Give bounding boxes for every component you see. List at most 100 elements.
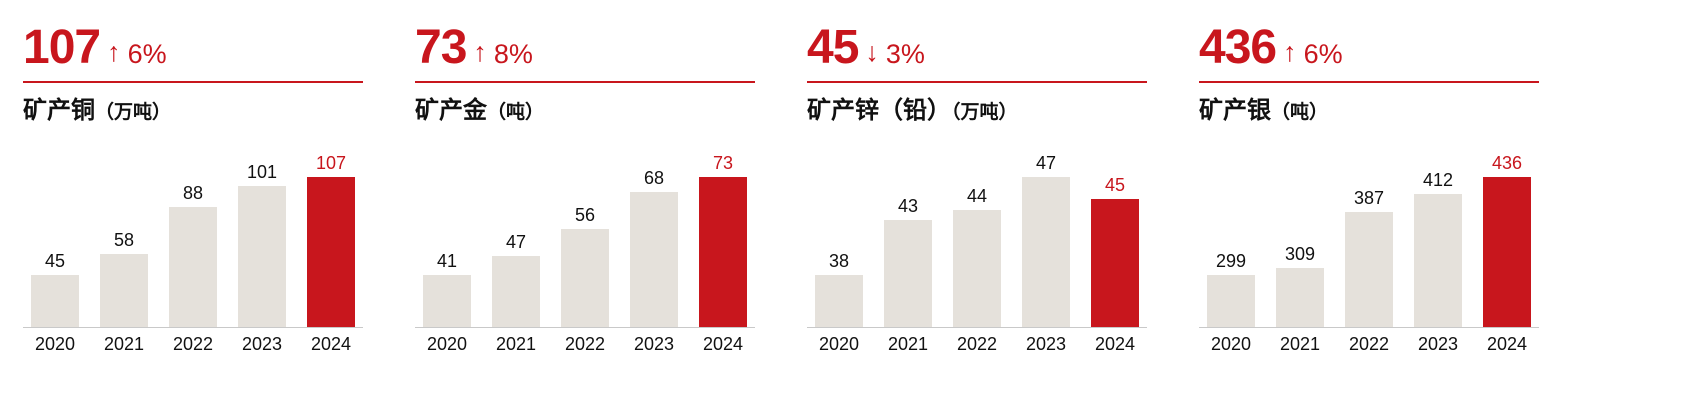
bar-value-label: 101 (246, 162, 278, 183)
bar-value-label: 44 (966, 185, 988, 206)
bar-item: 412 (1414, 171, 1462, 327)
bar (492, 256, 540, 327)
year-label: 2021 (1279, 333, 1321, 354)
year-label: 2021 (887, 333, 929, 354)
bar (1022, 176, 1070, 327)
bar-item: 309 (1276, 245, 1324, 327)
year-label: 2020 (34, 333, 76, 354)
year-label: 2024 (310, 333, 352, 354)
panel-title: 矿产金（吨） (415, 97, 755, 126)
divider-rule (23, 81, 363, 83)
bar (815, 274, 863, 327)
headline-value: 73 (415, 21, 467, 74)
headline-change: 3% (885, 39, 925, 69)
headline-change: 6% (1303, 39, 1343, 69)
bar-item: 436 (1483, 154, 1531, 327)
bar (884, 220, 932, 327)
year-label: 2022 (172, 333, 214, 354)
panel-mined-copper: 107 ↑ 6% 矿产铜（万吨） 45 58 88 101 107 2020 2021 20… (23, 24, 363, 353)
bars-row: 41 47 56 68 73 (415, 148, 755, 328)
year-label: 2021 (495, 333, 537, 354)
bar (169, 206, 217, 327)
bar (1091, 198, 1139, 327)
years-row: 2020 2021 2022 2023 2024 (415, 335, 755, 353)
bar-value-label: 107 (315, 152, 347, 173)
bar (238, 186, 286, 327)
panel-title-text: 矿产锌（铅） (807, 97, 951, 124)
bar-item: 101 (238, 163, 286, 327)
headline: 45 ↓ 3% (807, 24, 1147, 72)
bar-item: 38 (815, 252, 863, 327)
year-label: 2024 (1486, 333, 1528, 354)
bar-value-label: 43 (897, 196, 919, 217)
panel-mined-silver: 436 ↑ 6% 矿产银（吨） 299 309 387 412 436 2020 2021… (1199, 24, 1539, 353)
panel-mined-zinc-lead: 45 ↓ 3% 矿产锌（铅）（万吨） 38 43 44 47 45 2020 2021 20… (807, 24, 1147, 353)
bar-value-label: 38 (828, 250, 850, 271)
years-row: 2020 2021 2022 2023 2024 (807, 335, 1147, 353)
kpi-panels: 107 ↑ 6% 矿产铜（万吨） 45 58 88 101 107 2020 2021 20… (23, 24, 1539, 353)
bar (699, 176, 747, 327)
bar-chart-copper: 45 58 88 101 107 2020 2021 2022 2023 2024 (23, 148, 363, 353)
panel-mined-gold: 73 ↑ 8% 矿产金（吨） 41 47 56 68 73 2020 2021 2022 20… (415, 24, 755, 353)
bar-item: 47 (492, 232, 540, 327)
bar (953, 209, 1001, 327)
bar-item: 45 (1091, 176, 1139, 327)
bar-item: 56 (561, 206, 609, 327)
bar-chart-silver: 299 309 387 412 436 2020 2021 2022 2023 2024 (1199, 148, 1539, 353)
divider-rule (807, 81, 1147, 83)
bar-value-label: 45 (44, 250, 66, 271)
bar-value-label: 45 (1104, 174, 1126, 195)
bar (423, 274, 471, 327)
bar-item: 41 (423, 252, 471, 327)
arrow-up-icon: ↑ (107, 37, 121, 67)
bar-item: 73 (699, 154, 747, 327)
years-row: 2020 2021 2022 2023 2024 (1199, 335, 1539, 353)
panel-title-unit: （吨） (487, 102, 545, 123)
headline: 436 ↑ 6% (1199, 24, 1539, 72)
bar-item: 88 (169, 184, 217, 327)
bar-item: 68 (630, 169, 678, 327)
bar-chart-zinc-lead: 38 43 44 47 45 2020 2021 2022 2023 2024 (807, 148, 1147, 353)
bar-value-label: 56 (574, 204, 596, 225)
bar-value-label: 412 (1422, 170, 1454, 190)
year-label: 2024 (702, 333, 744, 354)
year-label: 2020 (426, 333, 468, 354)
headline: 107 ↑ 6% (23, 24, 363, 72)
bar-value-label: 299 (1215, 250, 1247, 271)
headline-value: 45 (807, 21, 859, 74)
bar-value-label: 309 (1284, 243, 1316, 264)
years-row: 2020 2021 2022 2023 2024 (23, 335, 363, 353)
panel-title-text: 矿产金 (415, 97, 487, 124)
year-label: 2020 (1210, 333, 1252, 354)
bar (561, 228, 609, 327)
bar-value-label: 47 (1035, 152, 1057, 173)
bars-row: 299 309 387 412 436 (1199, 148, 1539, 328)
arrow-down-icon: ↓ (865, 37, 879, 67)
bar-value-label: 58 (113, 230, 135, 251)
bar (630, 192, 678, 327)
panel-title: 矿产铜（万吨） (23, 97, 363, 126)
bars-row: 38 43 44 47 45 (807, 148, 1147, 328)
panel-title-unit: （万吨） (95, 102, 172, 123)
headline-value: 107 (23, 21, 101, 74)
year-label: 2023 (1025, 333, 1067, 354)
bar-item: 44 (953, 187, 1001, 327)
year-label: 2023 (633, 333, 675, 354)
bar-value-label: 436 (1491, 152, 1523, 173)
year-label: 2021 (103, 333, 145, 354)
bar-item: 387 (1345, 189, 1393, 327)
bar-value-label: 47 (505, 232, 527, 253)
year-label: 2022 (564, 333, 606, 354)
bar-chart-gold: 41 47 56 68 73 2020 2021 2022 2023 2024 (415, 148, 755, 353)
year-label: 2024 (1094, 333, 1136, 354)
bar (1207, 274, 1255, 327)
panel-title-unit: （万吨） (951, 102, 1018, 123)
panel-title-unit: （吨） (1271, 102, 1329, 123)
year-label: 2023 (241, 333, 283, 354)
bar-value-label: 88 (182, 182, 204, 203)
divider-rule (1199, 81, 1539, 83)
arrow-up-icon: ↑ (473, 37, 487, 67)
bar (1345, 211, 1393, 327)
year-label: 2020 (818, 333, 860, 354)
bar-value-label: 68 (643, 168, 665, 189)
